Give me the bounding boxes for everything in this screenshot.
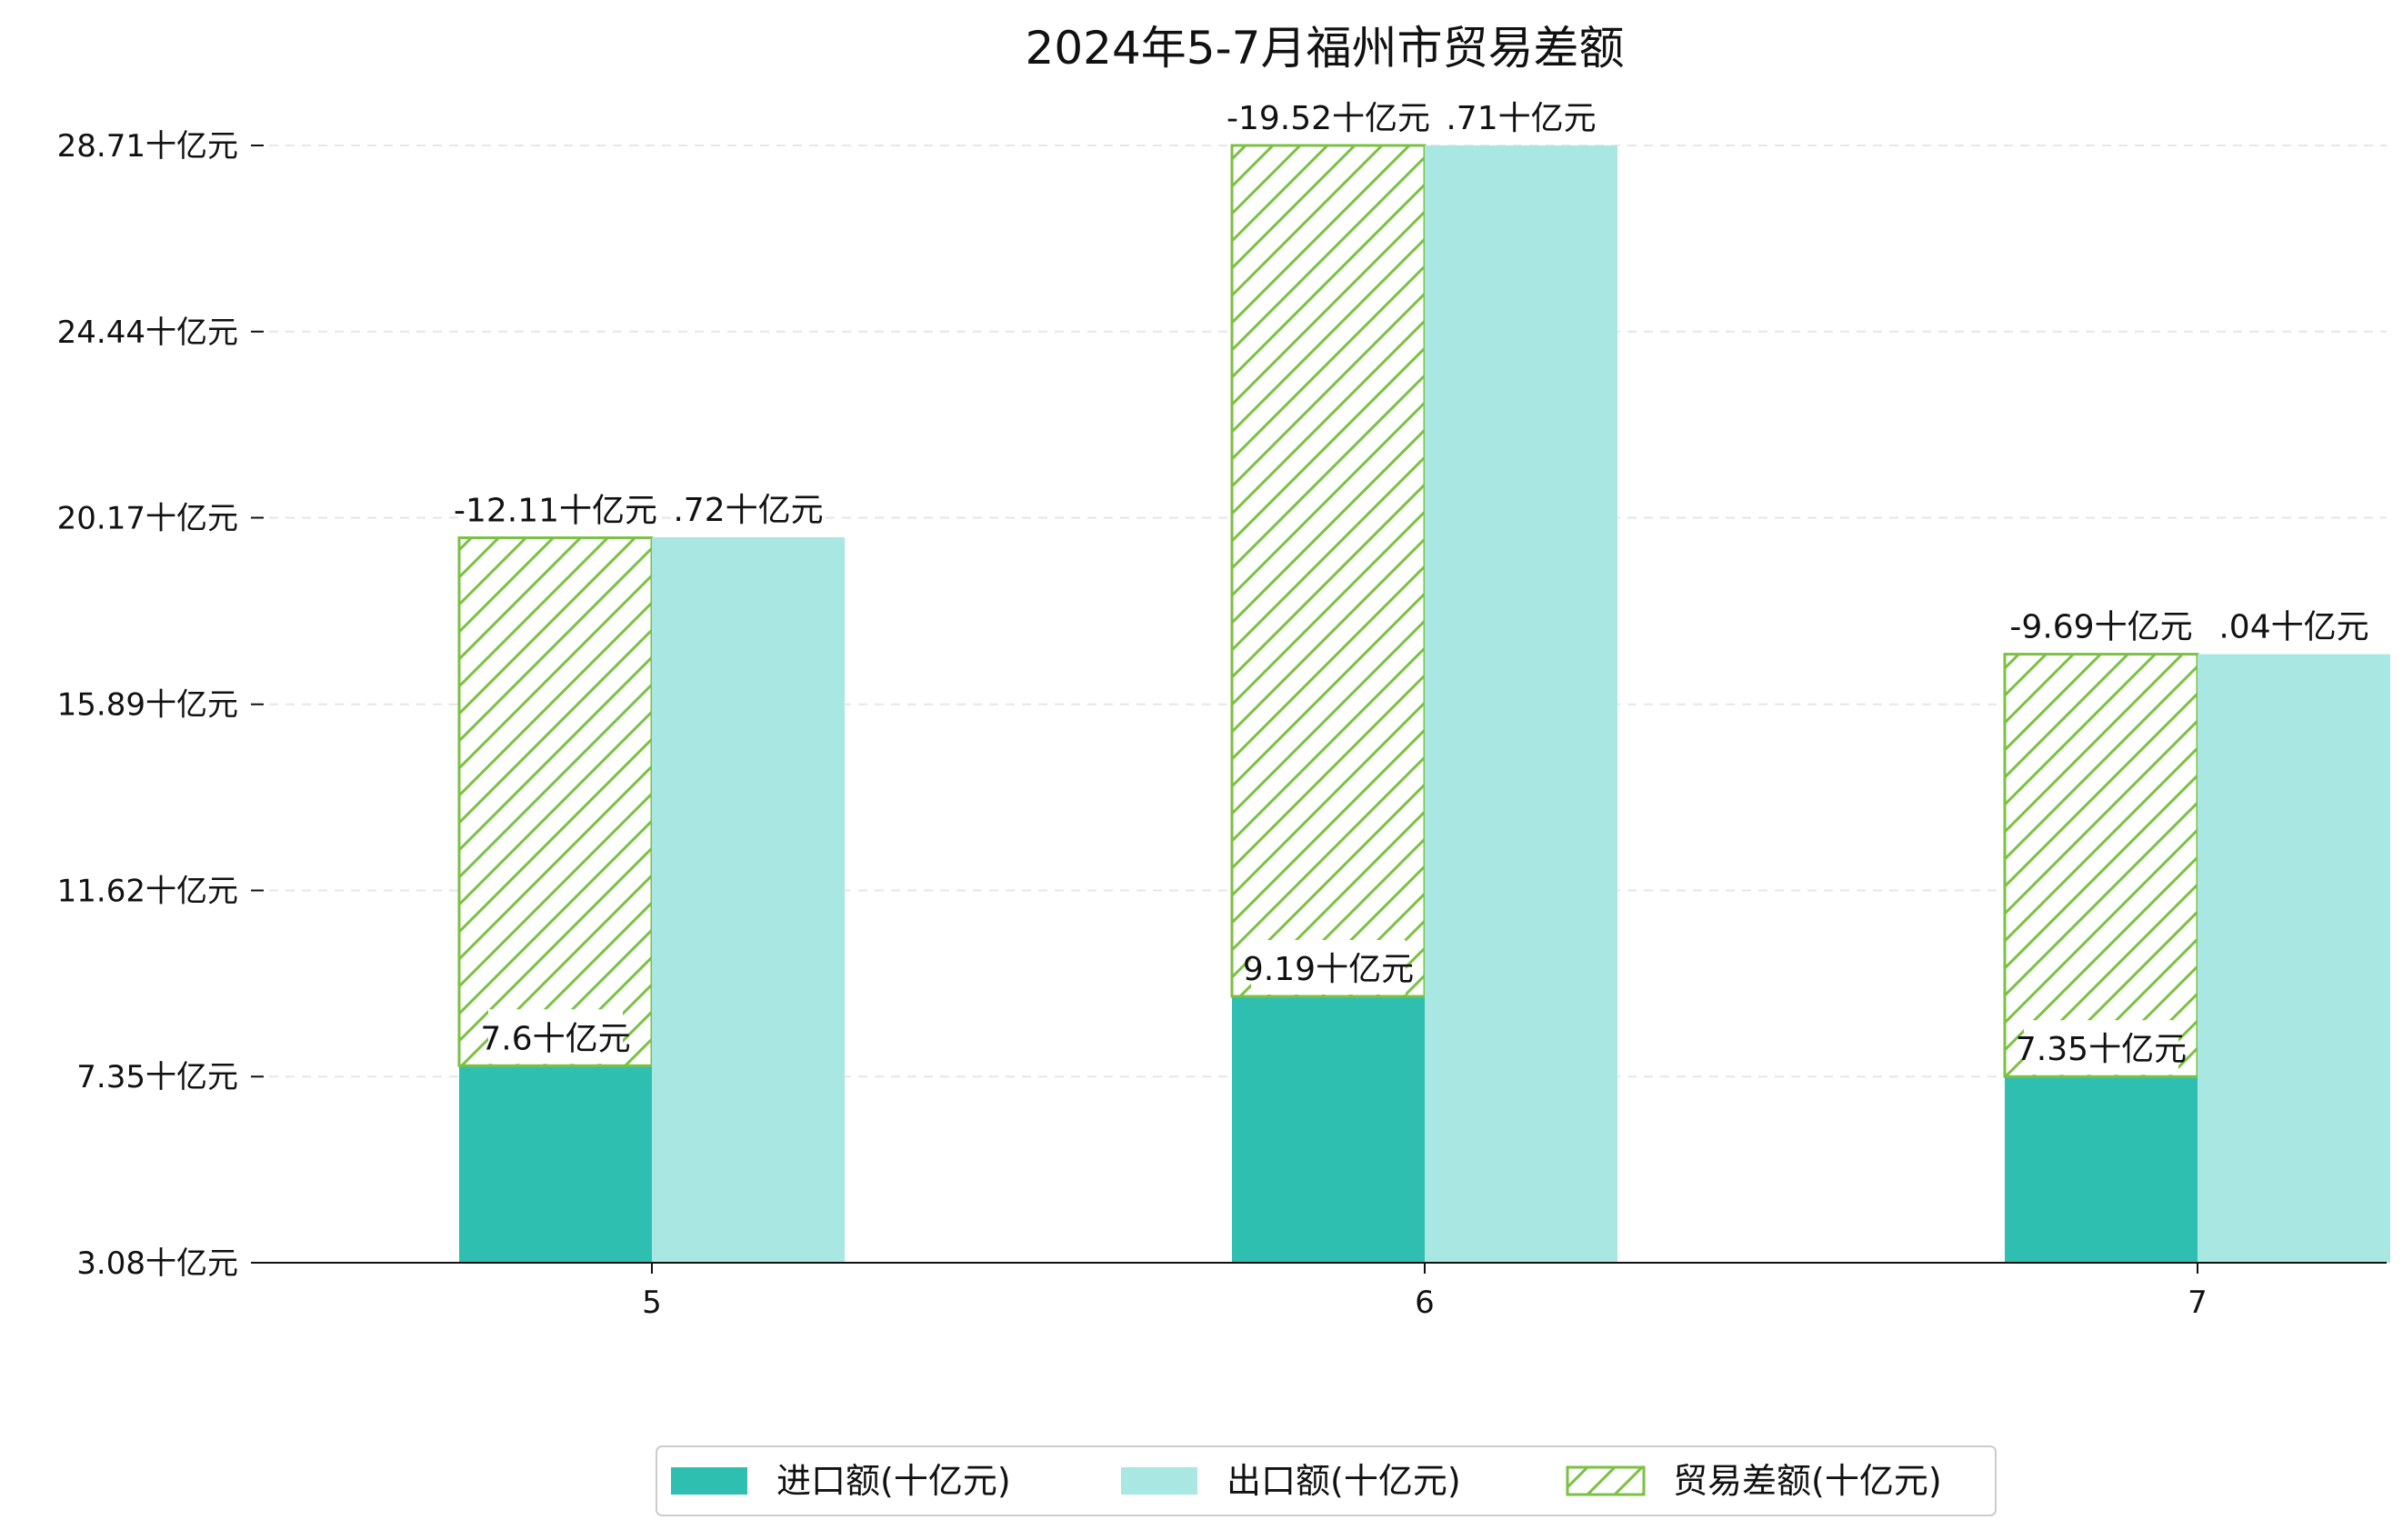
import-bar — [2005, 1076, 2198, 1263]
x-tick-label: 6 — [1415, 1285, 1435, 1321]
balance-value-label-bg — [458, 481, 653, 536]
legend-export-swatch — [1121, 1467, 1197, 1495]
export-value-label-bg — [2227, 597, 2361, 653]
balance-value-label: -9.69十亿元 — [2009, 609, 2192, 646]
export-value-label: .72十亿元 — [673, 492, 823, 529]
export-bar — [652, 537, 845, 1263]
import-value-label-bg — [488, 1009, 623, 1065]
balance-value-label-bg — [1231, 89, 1426, 144]
y-tick-label: 7.35十亿元 — [76, 1059, 238, 1095]
legend: 进口额(十亿元) 出口额(十亿元) 贸易差额(十亿元) — [656, 1445, 1997, 1516]
export-bar — [2198, 654, 2390, 1263]
balance-bar — [457, 536, 654, 1067]
y-tick-label: 3.08十亿元 — [76, 1245, 238, 1282]
balance-value-label: -12.11十亿元 — [454, 493, 657, 530]
value-labels: 7.6十亿元 -12.11十亿元 .72十亿元 9.19十亿元 -19.52十亿元 .71… — [454, 89, 2369, 1075]
y-tick-label: 28.71十亿元 — [57, 128, 238, 165]
x-axis: 5 6 7 — [253, 1262, 2387, 1321]
y-axis: 3.08十亿元 7.35十亿元 11.62十亿元 15.89十亿元 20.17十亿元 24… — [57, 128, 264, 1282]
x-tick-label: 7 — [2188, 1285, 2208, 1321]
y-tick-label: 24.44十亿元 — [57, 315, 238, 351]
legend-export-label: 出口额(十亿元) — [1227, 1461, 1461, 1501]
balance-value-label-bg — [2014, 597, 2188, 653]
legend-import-label: 进口额(十亿元) — [776, 1461, 1011, 1501]
legend-import-swatch — [671, 1467, 747, 1495]
y-tick-label: 15.89十亿元 — [57, 687, 238, 724]
chart-title: 2024年5-7月福州市贸易差额 — [1026, 22, 1625, 75]
import-value-label-bg — [1251, 940, 1406, 995]
x-tick-label: 5 — [642, 1285, 662, 1321]
y-tick-label: 20.17十亿元 — [57, 501, 238, 537]
import-value-label: 9.19十亿元 — [1243, 951, 1414, 988]
balance-bar — [1230, 144, 1427, 998]
legend-balance-label: 贸易差额(十亿元) — [1673, 1461, 1942, 1501]
import-bar — [459, 1065, 652, 1263]
balance-value-label: -19.52十亿元 — [1227, 100, 1430, 137]
export-value-label-bg — [1454, 89, 1588, 144]
import-value-label: 7.6十亿元 — [480, 1020, 630, 1057]
bars — [457, 144, 2390, 1263]
export-value-label: .71十亿元 — [1446, 100, 1596, 137]
import-bar — [1232, 996, 1425, 1263]
y-tick-label: 11.62十亿元 — [57, 873, 238, 909]
legend-balance-swatch — [1566, 1465, 1646, 1496]
import-value-label: 7.35十亿元 — [2016, 1031, 2187, 1068]
balance-bar — [2003, 653, 2199, 1078]
export-value-label-bg — [681, 481, 816, 536]
export-value-label: .04十亿元 — [2218, 609, 2368, 646]
legend-frame — [656, 1445, 1997, 1516]
import-value-label-bg — [2024, 1020, 2178, 1075]
export-bar — [1425, 145, 1617, 1263]
